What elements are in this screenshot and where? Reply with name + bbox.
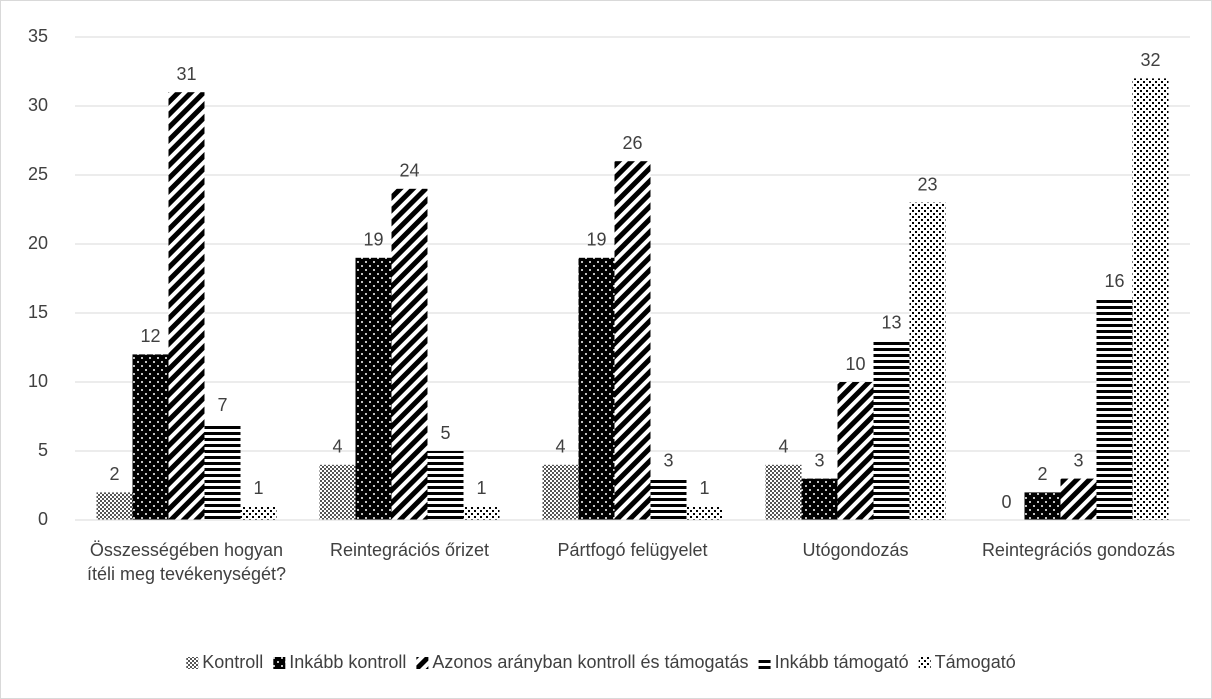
- legend-swatch: [186, 657, 199, 669]
- y-tick-label: 20: [28, 233, 48, 253]
- data-label: 5: [440, 423, 450, 443]
- data-label: 1: [253, 478, 263, 498]
- data-label: 0: [1001, 492, 1011, 512]
- data-label: 32: [1140, 50, 1160, 70]
- data-label: 3: [814, 450, 824, 470]
- data-label: 23: [917, 174, 937, 194]
- data-label: 24: [399, 161, 419, 181]
- data-label: 4: [778, 437, 788, 457]
- legend-label: Azonos arányban kontroll és támogatás: [432, 652, 748, 672]
- data-label: 16: [1104, 271, 1124, 291]
- bar: [319, 464, 356, 520]
- y-tick-label: 25: [28, 164, 48, 184]
- data-label: 1: [476, 478, 486, 498]
- y-tick-label: 30: [28, 95, 48, 115]
- bar: [1132, 78, 1169, 521]
- y-tick-label: 35: [28, 26, 48, 46]
- y-tick-label: 10: [28, 371, 48, 391]
- legend-label: Inkább támogató: [775, 652, 909, 672]
- bar: [96, 492, 133, 520]
- legend-swatch: [758, 657, 771, 669]
- bar: [909, 202, 946, 520]
- bar: [240, 506, 277, 520]
- x-tick-label: Pártfogó felügyelet: [557, 540, 708, 560]
- legend-label: Kontroll: [202, 652, 263, 672]
- data-label: 19: [586, 230, 606, 250]
- legend-label: Inkább kontroll: [289, 652, 406, 672]
- bar: [765, 464, 802, 520]
- data-label: 31: [176, 64, 196, 84]
- bar: [837, 382, 874, 520]
- bar: [427, 451, 464, 520]
- y-tick-label: 0: [38, 509, 48, 529]
- data-label: 7: [217, 395, 227, 415]
- data-label: 13: [881, 312, 901, 332]
- bar: [1060, 478, 1097, 520]
- bar: [542, 464, 579, 520]
- legend-swatch: [416, 657, 429, 669]
- bar: [132, 354, 169, 520]
- data-label: 12: [140, 326, 160, 346]
- y-tick-label: 15: [28, 302, 48, 322]
- data-label: 3: [663, 450, 673, 470]
- bar: [801, 478, 838, 520]
- bar: [1096, 299, 1133, 520]
- data-label: 19: [363, 230, 383, 250]
- data-label: 1: [699, 478, 709, 498]
- x-tick-label: Utógondozás: [802, 540, 909, 560]
- data-label: 4: [555, 437, 565, 457]
- data-label: 10: [845, 354, 865, 374]
- data-label: 2: [109, 464, 119, 484]
- bar: [168, 92, 205, 520]
- data-label: 3: [1073, 450, 1083, 470]
- data-label: 2: [1037, 464, 1047, 484]
- y-tick-label: 5: [38, 440, 48, 460]
- bar: [463, 506, 500, 520]
- bar: [873, 340, 910, 520]
- legend-swatch: [273, 657, 286, 669]
- bar: [614, 161, 651, 520]
- bar: [391, 188, 428, 521]
- bar: [204, 423, 241, 520]
- data-label: 4: [332, 437, 342, 457]
- x-tick-label: Reintegrációs őrizet: [329, 540, 490, 560]
- data-label: 26: [622, 133, 642, 153]
- x-tick-label: Reintegrációs gondozás: [981, 540, 1176, 560]
- legend-swatch: [918, 657, 931, 669]
- bar: [650, 478, 687, 520]
- bar: [1024, 492, 1061, 520]
- bar: [578, 257, 615, 520]
- bar: [686, 506, 723, 520]
- x-tick-label: Összességében hogyan ítéli meg tevékenys…: [86, 540, 287, 584]
- bar: [355, 257, 392, 520]
- legend-label: Támogató: [935, 652, 1016, 672]
